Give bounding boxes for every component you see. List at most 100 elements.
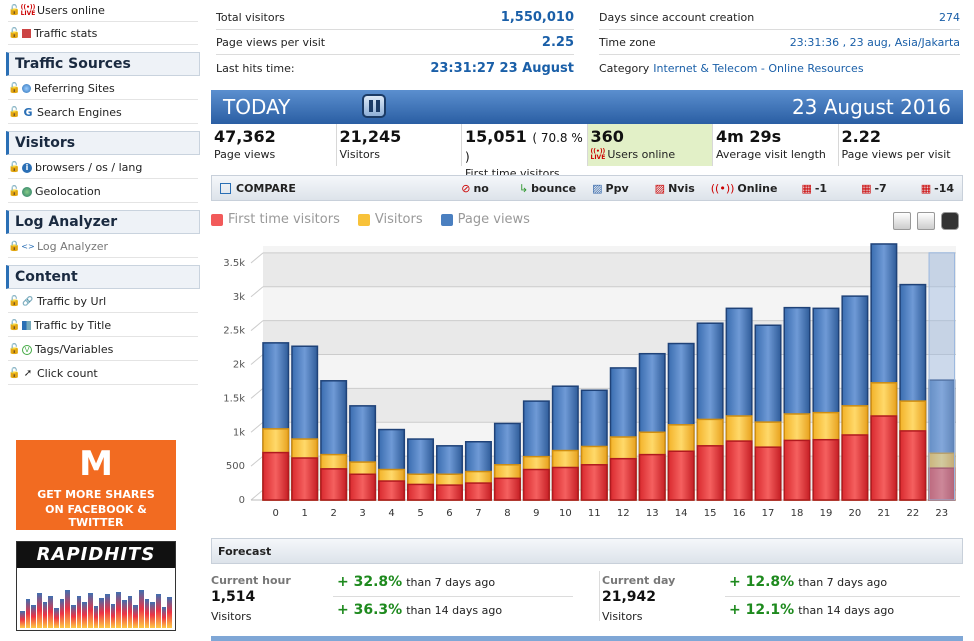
stat-value: 2.22 [841, 127, 881, 146]
unlock-icon: 🔓 [8, 107, 21, 118]
x-tick-label: 10 [559, 508, 572, 519]
sidebar-item-traffic-by-title[interactable]: 🔓 Traffic by Title [8, 315, 198, 337]
ad-chart-bar [82, 601, 88, 628]
today-date: 23 August 2016 [791, 95, 951, 119]
title-icon [22, 321, 31, 330]
ad-chart-bar [37, 593, 42, 628]
compare-no-button[interactable]: ⊘ no [453, 182, 497, 195]
live-icon: ((•)) LIVE [20, 3, 36, 17]
sidebar-item-label: Traffic by Url [37, 295, 107, 308]
x-tick-label: 1 [302, 508, 308, 519]
ad-chart-bar [31, 604, 37, 628]
bar-first-time-visitors [349, 473, 377, 501]
area-chart-icon[interactable] [917, 212, 935, 230]
x-tick-label: 14 [675, 508, 688, 519]
category-link[interactable]: Internet & Telecom - Online Resources [653, 62, 864, 75]
unlock-icon: 🔓 [8, 28, 21, 39]
ad-chart-bar [54, 607, 59, 628]
stat-first-time-visitors: 15,051 ( 70.8 % ) First time visitors [462, 124, 588, 180]
compare-nvis-button[interactable]: ▨ Nvis [647, 182, 703, 195]
bar-first-time-visitors [667, 450, 695, 501]
bar-chart-icon[interactable] [893, 212, 911, 230]
compare-minus7-button[interactable]: ▦ -7 [853, 182, 895, 195]
unlock-icon: 🔓 [8, 296, 21, 307]
legend-item-first-time-visitors[interactable]: First time visitors [211, 212, 340, 227]
pause-button[interactable] [362, 94, 386, 118]
sidebar-item-log-analyzer[interactable]: 🔒 <> Log Analyzer [8, 236, 198, 258]
sidebar-item-browsers[interactable]: 🔓 i browsers / os / lang [8, 157, 198, 179]
unlock-icon: 🔓 [8, 186, 21, 197]
ad-chart-bar [20, 610, 25, 628]
x-tick-label: 21 [877, 508, 890, 519]
section-title-traffic-sources: Traffic Sources [6, 52, 200, 76]
x-tick-label: 23 [935, 508, 948, 519]
bar-first-time-visitors [436, 484, 463, 501]
sidebar-item-users-online[interactable]: 🔓 ((•)) LIVE Users online [8, 0, 198, 22]
y-tick-label: 1k [233, 427, 245, 438]
x-tick-label: 20 [849, 508, 862, 519]
legend-item-visitors[interactable]: Visitors [357, 212, 423, 227]
bar-first-time-visitors [407, 483, 435, 501]
chart-icon: ▨ [592, 181, 603, 195]
sidebar-item-geolocation[interactable]: 🔓 Geolocation [8, 181, 198, 203]
bar-first-time-visitors [291, 457, 319, 501]
today-stats: 47,362 Page views 21,245 Visitors 15,051… [211, 124, 963, 180]
button-label: -1 [814, 181, 828, 195]
unlock-icon: 🔓 [8, 83, 21, 94]
compare-ppv-button[interactable]: ▨ Ppv [584, 182, 637, 195]
grid-line-depth [250, 354, 264, 365]
button-label: bounce [531, 181, 577, 195]
summary-days-since-creation: Days since account creation 274 [599, 5, 960, 30]
sidebar-item-tags[interactable]: 🔓 V Tags/Variables [8, 339, 198, 361]
compare-online-button[interactable]: ((•)) Online [703, 182, 786, 195]
x-tick-label: 19 [820, 508, 833, 519]
ad-chart-bar [156, 594, 161, 628]
google-icon: G [23, 106, 33, 119]
grid-band [263, 252, 956, 287]
sidebar-item-referring-sites[interactable]: 🔓 Referring Sites [8, 78, 198, 100]
legend-label: First time visitors [228, 212, 340, 227]
forecast-percent: + 32.8% [337, 574, 403, 590]
ad-chart-bar [59, 599, 65, 628]
sidebar-item-label: Traffic by Title [34, 319, 112, 332]
sidebar-item-traffic-stats[interactable]: 🔓 Traffic stats [8, 23, 198, 45]
forecast-hour-unit: Visitors [211, 610, 252, 623]
legend-label: Visitors [374, 212, 423, 227]
bar-first-time-visitors [551, 466, 579, 501]
ad-banner-rapidhits[interactable]: RAPIDHITS [16, 541, 176, 631]
forecast-compare-text: than 7 days ago [406, 576, 496, 589]
ad-chart-bar [71, 604, 76, 628]
bar-first-time-visitors [522, 468, 550, 501]
ad-banner-shares[interactable]: M GET MORE SHARES ON FACEBOOK & TWITTER [16, 440, 176, 530]
stat-users-online[interactable]: 360 ((•)) LIVE Users online [587, 124, 713, 166]
bar-first-time-visitors [725, 440, 753, 501]
compare-minus1-button[interactable]: ▦ -1 [793, 182, 835, 195]
sidebar-item-search-engines[interactable]: 🔓 G Search Engines [8, 102, 198, 124]
summary-category: Category Internet & Telecom - Online Res… [599, 56, 960, 81]
summary-label: Category [599, 62, 650, 75]
legend-item-page-views[interactable]: Page views [440, 212, 530, 227]
stat-visitors: 21,245 Visitors [337, 124, 462, 166]
grid-line-depth [250, 252, 264, 264]
no-icon: ⊘ [461, 181, 471, 195]
today-label: TODAY [223, 95, 291, 119]
button-label: no [473, 181, 489, 195]
ad-chart-bar [42, 601, 48, 628]
grid-line-depth [250, 388, 264, 399]
bar-first-time-visitors [609, 457, 637, 501]
calendar-icon: ▦ [920, 181, 932, 195]
sidebar-item-label: Traffic stats [34, 27, 98, 40]
ad-chart-bar [161, 607, 167, 628]
compare-minus14-button[interactable]: ▦ -14 [913, 182, 962, 195]
forecast-title: Forecast [218, 545, 272, 558]
sidebar-item-label: Search Engines [37, 106, 122, 119]
compare-bounce-button[interactable]: ↳ bounce [511, 182, 584, 195]
ad-chart-bar [93, 605, 99, 628]
sidebar-item-traffic-by-url[interactable]: 🔓 🔗 Traffic by Url [8, 291, 198, 313]
sidebar-item-label: Log Analyzer [37, 240, 109, 253]
x-tick-label: 0 [273, 508, 279, 519]
live-icon: ((•)) [710, 181, 735, 195]
sidebar-item-click-count[interactable]: 🔓 ➚ Click count [8, 363, 198, 385]
camera-icon[interactable] [941, 212, 959, 230]
